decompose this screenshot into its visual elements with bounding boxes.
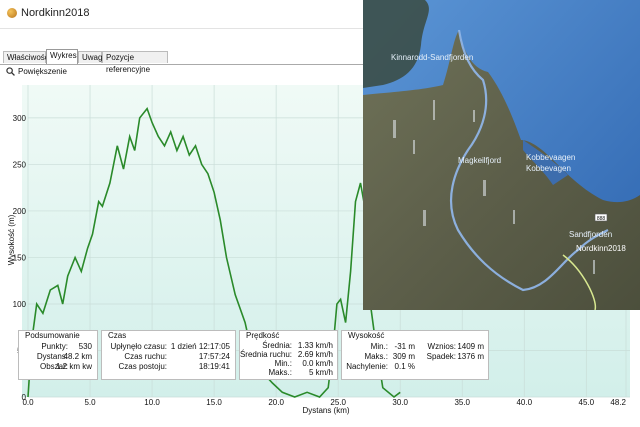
speed-moving-avg-value: 2.69 km/h [297,350,333,359]
x-tick-label: 35.0 [454,398,470,407]
summary-area-value: 1.2 km kw [55,362,92,371]
elevation-min-value: -31 m [394,342,415,351]
x-axis-label: Dystans (km) [302,406,349,415]
speed-max-value: 5 km/h [308,368,333,377]
speed-box: Prędkość Średnia: 1.33 km/h Średnia ruch… [239,330,338,380]
magnifier-icon[interactable] [6,67,15,76]
map-label-magkeilfjord: Magkeilfjord [458,156,501,165]
tab-notes[interactable]: Uwagi [78,51,104,63]
time-box: Czas Upłynęło czasu: 1 dzień 12:17:05 Cz… [101,330,236,380]
elevation-gain-label: Wznios: [427,342,456,351]
y-tick-label: 250 [13,160,27,169]
satellite-map[interactable]: 888 Kinnarodd-Sandfjorden Magkeilfjord K… [363,0,640,310]
summary-box: Podsumowanie Punkty: 530 Dystans: 48.2 k… [18,330,98,380]
map-label-kinnarodd: Kinnarodd-Sandfjorden [391,53,473,62]
summary-points-value: 530 [78,342,92,351]
elevation-gain-value: 1409 m [457,342,484,351]
speed-moving-avg-label: Średnia ruchu: [239,350,292,359]
x-tick-label: 5.0 [84,398,96,407]
x-tick-label: 10.0 [144,398,160,407]
summary-points-label: Punkty: [41,342,68,351]
summary-area-label: Obszar: [39,362,68,371]
elevation-max-value: 309 m [392,352,415,361]
summary-distance-value: 48.2 km [63,352,92,361]
road-line [562,254,597,310]
summary-distance-label: Dystans: [36,352,68,361]
map-label-nordkinn2018: Nordkinn2018 [576,244,626,253]
elevation-title: Wysokość [348,331,385,340]
snow-patches [393,100,595,274]
landmass-peninsula [363,30,640,310]
tab-chart[interactable]: Wykres [46,49,78,64]
time-moving-label: Czas ruchu: [124,352,167,361]
zoom-label[interactable]: Powiększenie [18,67,67,76]
time-elapsed-value: 1 dzień 12:17:05 [170,342,230,351]
x-tick-label: 40.0 [516,398,532,407]
elevation-slope-value: 0.1 % [394,362,415,371]
speed-avg-label: Średnia: [262,341,292,350]
time-elapsed-label: Upłynęło czasu: [110,342,167,351]
x-tick-label: 25.0 [330,398,346,407]
tab-bar: Właściwości Wykres Uwagi Pozycje referen… [0,49,640,74]
tab-properties[interactable]: Właściwości [3,51,51,63]
x-tick-label: 15.0 [206,398,222,407]
landmass-west [363,0,429,88]
y-axis-label: Wysokość (m) [7,214,16,265]
y-tick-label: 150 [13,253,27,262]
elevation-min-label: Min.: [370,342,388,351]
x-axis-ticks: 0.0 5.0 10.0 15.0 20.0 25.0 30.0 35.0 40.0 45.0 48… [22,398,626,407]
speed-max-label: Maks.: [268,368,292,377]
y-tick-label: 100 [13,300,27,309]
app-icon [7,8,17,18]
speed-min-value: 0.0 km/h [302,359,333,368]
tab-reference-points[interactable]: Pozycje referencyjne [102,51,168,74]
y-tick-label: 200 [13,207,27,216]
road-badge [594,213,608,222]
elevation-slope-label: Nachylenie: [346,362,388,371]
time-title: Czas [108,331,127,340]
window-title: Nordkinn2018 [21,7,90,19]
elevation-loss-label: Spadek: [426,352,456,361]
elevation-line [27,106,401,399]
chart-toolbar: Powiększenie [0,65,640,79]
speed-min-label: Min.: [274,359,292,368]
x-tick-label: 45.0 [579,398,595,407]
time-stopped-value: 18:19:41 [198,362,230,371]
x-tick-label: 20.0 [268,398,284,407]
map-label-kobbevagen: Kobbevagen [526,164,571,173]
map-label-kobbevaagen: Kobbevaagen [526,153,575,162]
time-stopped-label: Czas postoju: [118,362,167,371]
elevation-box: Wysokość Min.: -31 m Maks.: 309 m Nachyl… [341,330,489,380]
speed-title: Prędkość [246,331,280,340]
x-tick-label: 30.0 [392,398,408,407]
fjord-kobbevagen [523,140,568,185]
elevation-max-label: Maks.: [364,352,388,361]
summary-title: Podsumowanie [25,331,80,340]
speed-avg-value: 1.33 km/h [297,341,333,350]
map-label-sandfjorden: Sandfjorden [569,230,612,239]
y-tick-label: 0 [22,393,27,402]
gps-track [449,29,609,292]
road-badge-label: 888 [597,216,606,222]
x-tick-label: 48.2 [610,398,626,407]
elevation-loss-value: 1376 m [457,352,484,361]
x-tick-label: 0.0 [22,398,34,407]
time-moving-value: 17:57:24 [198,352,230,361]
y-tick-label: 300 [13,114,27,123]
